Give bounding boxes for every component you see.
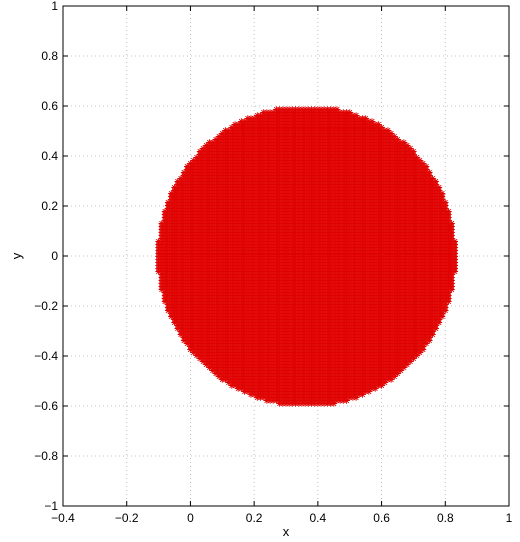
data-points — [155, 106, 459, 407]
data-point — [333, 106, 341, 113]
